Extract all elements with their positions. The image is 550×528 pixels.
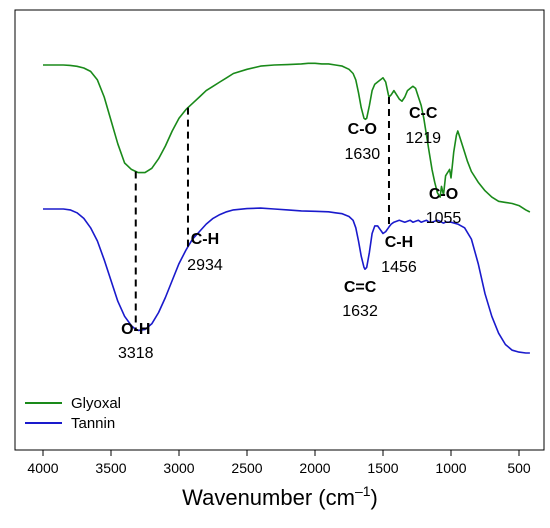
x-tick-label: 1500 — [367, 460, 398, 476]
peak-label-group: C-O — [429, 186, 458, 203]
legend: Glyoxal Tannin — [25, 395, 121, 432]
series-layer — [43, 62, 531, 354]
legend-label: Glyoxal — [71, 395, 121, 412]
x-axis: 4000 3500 3000 2500 2000 1500 1000 500 — [27, 450, 531, 476]
x-axis-title-tail: ) — [371, 485, 378, 510]
peak-label-wavenumber: 1630 — [345, 146, 381, 163]
legend-label: Tannin — [71, 415, 115, 432]
x-axis-title-main: Wavenumber (cm — [182, 485, 355, 510]
x-tick-label: 3500 — [95, 460, 126, 476]
peak-label-wavenumber: 1456 — [381, 259, 417, 276]
series-tannin-line — [43, 207, 530, 354]
peak-label-wavenumber: 1632 — [342, 303, 378, 320]
peak-label-wavenumber: 1219 — [405, 130, 441, 147]
x-tick-label: 500 — [507, 460, 531, 476]
series-glyoxal-line — [43, 62, 531, 213]
peak-annotations: O-H 3318 C-H 2934 C=C 1632 C-H 1456 C-O 1630 C-C 12… — [118, 105, 461, 362]
peak-label-wavenumber: 1055 — [426, 210, 462, 227]
x-tick-label: 4000 — [27, 460, 58, 476]
peak-label-group: C=C — [344, 279, 377, 296]
x-tick-label: 2500 — [231, 460, 262, 476]
peak-label-group: C-H — [191, 231, 219, 248]
peak-label-wavenumber: 3318 — [118, 345, 154, 362]
dashed-connectors — [134, 96, 390, 330]
peak-label-group: C-C — [409, 105, 438, 122]
x-tick-label: 2000 — [299, 460, 330, 476]
x-axis-title: Wavenumber (cm–1) — [182, 483, 378, 510]
plot-frame — [14, 9, 545, 451]
peak-label-group: O-H — [121, 321, 150, 338]
x-tick-label: 3000 — [163, 460, 194, 476]
peak-label-group: C-O — [348, 121, 377, 138]
peak-label-group: C-H — [385, 234, 413, 251]
x-axis-title-sup: –1 — [355, 483, 371, 499]
peak-label-wavenumber: 2934 — [187, 257, 223, 274]
x-tick-label: 1000 — [435, 460, 466, 476]
